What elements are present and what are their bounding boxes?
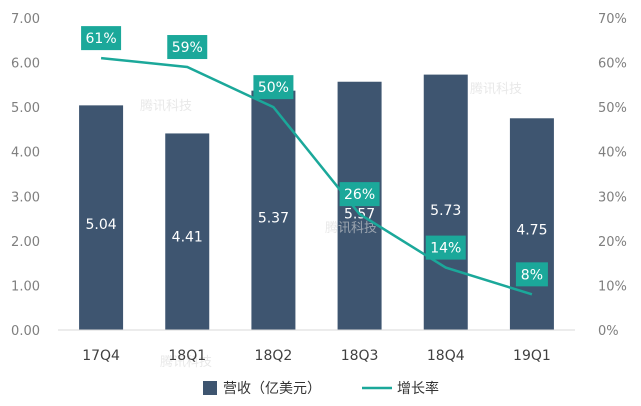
legend: 营收（亿美元） 增长率: [203, 380, 439, 397]
y-right-tick-label: 40%: [598, 146, 627, 161]
growth-rate-label: 8%: [521, 267, 543, 283]
revenue-bars: [79, 74, 554, 331]
y-right-tick-label: 30%: [598, 190, 627, 205]
y-right-tick-label: 0%: [598, 324, 619, 339]
watermark-text: 腾讯科技: [470, 81, 522, 97]
growth-rate-label: 59%: [172, 40, 203, 56]
growth-rate-label-box: [425, 235, 466, 260]
watermark-text: 腾讯科技: [325, 220, 377, 236]
y-left-tick-label: 6.00: [11, 57, 40, 72]
growth-rate-label: 61%: [86, 31, 117, 47]
x-axis-category-labels: 17Q4 18Q1 18Q2 18Q3 18Q4 19Q1: [82, 348, 551, 364]
revenue-bar: [423, 74, 468, 330]
legend-bar-swatch: [203, 381, 217, 395]
y-left-tick-label: 3.00: [11, 190, 40, 205]
revenue-bar: [509, 118, 554, 331]
y-right-tick-label: 50%: [598, 101, 627, 116]
x-axis-category-label: 18Q2: [255, 348, 293, 364]
y-right-tick-label: 20%: [598, 235, 627, 250]
growth-rate-labels: 61% 59% 50% 26% 14% 8%: [81, 26, 548, 287]
legend-line-label: 增长率: [397, 380, 439, 397]
revenue-bar-label: 5.73: [430, 203, 461, 219]
growth-rate-label-box: [167, 35, 208, 60]
y-left-tick-label: 4.00: [11, 146, 40, 161]
watermark-text: 腾讯科技: [140, 98, 192, 114]
y-left-tick-label: 5.00: [11, 101, 40, 116]
x-axis-category-label: 18Q3: [341, 348, 379, 364]
growth-rate-label: 26%: [344, 187, 375, 203]
x-axis-category-label: 18Q4: [427, 348, 465, 364]
y-axis-left-ticks: 0.00 1.00 2.00 3.00 4.00 5.00 6.00 7.00: [11, 12, 40, 339]
watermark-text: 腾讯科技: [160, 354, 212, 370]
growth-rate-label-box: [253, 75, 294, 100]
y-left-tick-label: 7.00: [11, 12, 40, 27]
revenue-bar-label: 5.04: [85, 217, 116, 233]
y-right-tick-label: 70%: [598, 12, 627, 27]
revenue-bar-label: 4.75: [516, 223, 547, 239]
y-axis-right-ticks: 0% 10% 20% 30% 40% 50% 60% 70%: [598, 12, 627, 339]
revenue-bar: [165, 133, 210, 330]
growth-rate-label-box: [81, 26, 122, 51]
x-axis-category-label: 18Q1: [168, 348, 206, 364]
revenue-bar-labels: 5.044.415.37 5.57 5.734.75: [85, 203, 547, 245]
revenue-bar: [251, 90, 296, 330]
revenue-bar-label: 4.41: [172, 230, 203, 246]
growth-rate-label: 50%: [258, 80, 289, 96]
x-axis-category-label: 19Q1: [513, 348, 551, 364]
revenue-bar-label: 5.37: [258, 210, 289, 226]
revenue-bar: [79, 105, 124, 330]
y-left-tick-label: 2.00: [11, 235, 40, 250]
growth-rate-line: [100, 56, 533, 296]
growth-rate-label-box: [515, 262, 548, 287]
growth-rate-label: 14%: [430, 241, 461, 257]
growth-rate-label-box: [339, 182, 380, 207]
y-left-tick-label: 1.00: [11, 279, 40, 294]
legend-bar-label: 营收（亿美元）: [223, 381, 321, 397]
y-left-tick-label: 0.00: [11, 324, 40, 339]
y-right-tick-label: 10%: [598, 279, 627, 294]
x-axis-category-label: 17Q4: [82, 348, 120, 364]
y-right-tick-label: 60%: [598, 57, 627, 72]
